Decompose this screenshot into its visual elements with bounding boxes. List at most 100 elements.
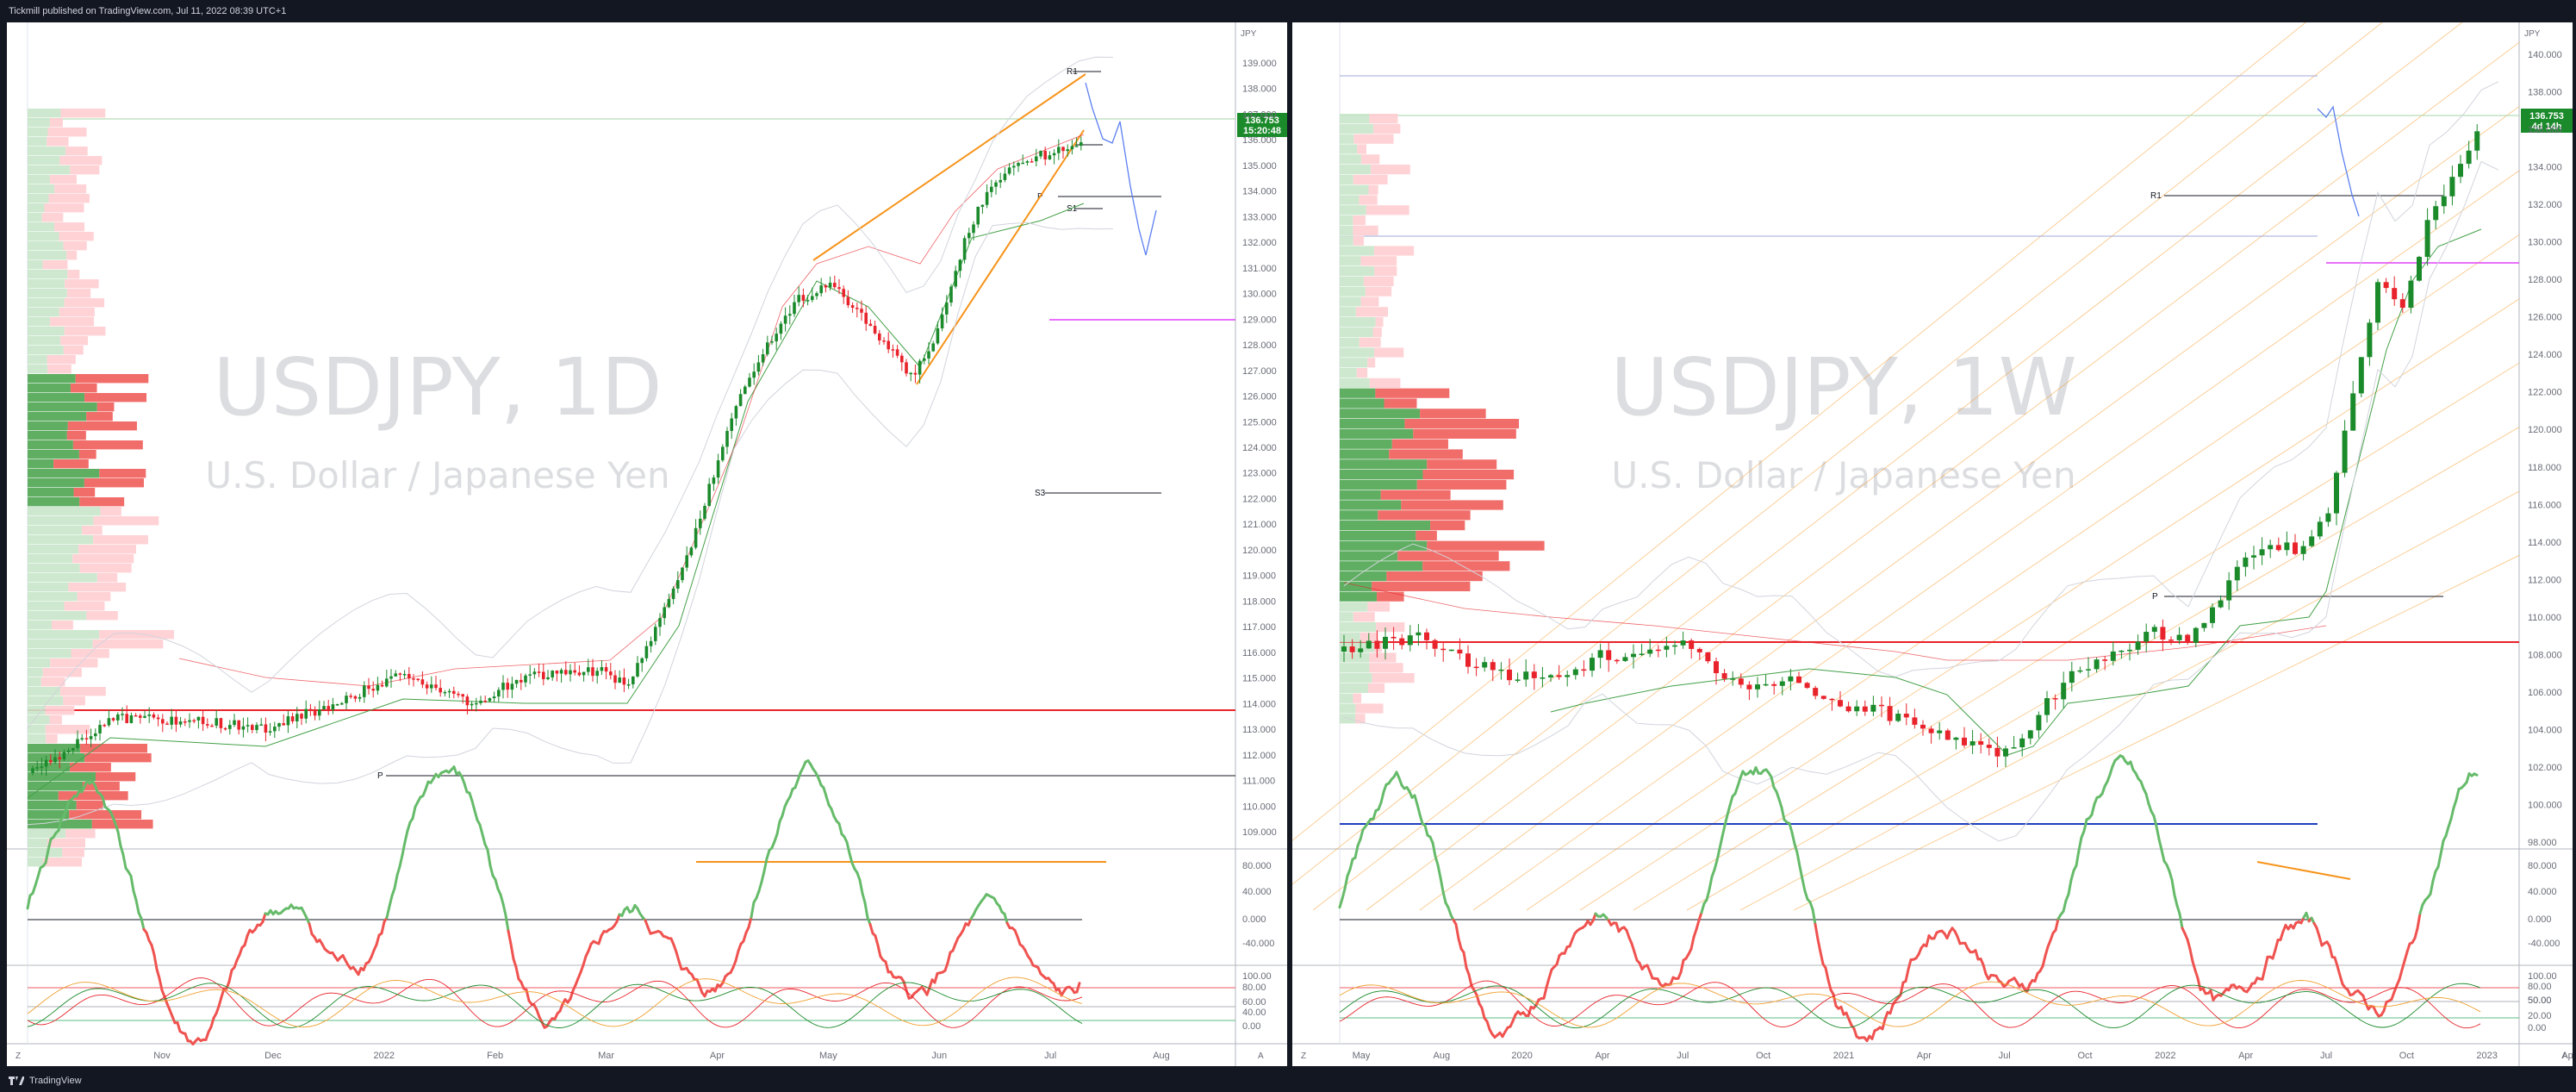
- time-axis[interactable]: May Aug 2020 Apr Jul Oct 2021 Apr Jul Oct 2022 Apr J…: [1353, 1051, 2573, 1061]
- l-candle-12: [84, 738, 89, 739]
- l-vp-up-29: [28, 384, 71, 393]
- r-candle-107: [2226, 580, 2232, 601]
- l-candle-204: [945, 303, 949, 315]
- l-candle-149: [699, 518, 702, 528]
- l-candle-177: [824, 285, 828, 288]
- l-vp-up-44: [28, 526, 83, 535]
- l-vp-up-76: [28, 829, 66, 839]
- r-osc-143: [1708, 875, 1714, 891]
- l-vp-up-30: [28, 393, 85, 402]
- l-vp-dn-38: [99, 469, 146, 478]
- l-vp-up-58: [28, 658, 51, 668]
- r-candle-10: [1424, 632, 1429, 640]
- l-candle-232: [1070, 146, 1074, 150]
- l-candle-219: [1012, 165, 1016, 168]
- r-candle-52: [1771, 683, 1777, 686]
- l-candle-35: [188, 720, 191, 722]
- l-osc-140: [388, 894, 394, 908]
- l-candle-180: [837, 287, 841, 290]
- r-candle-32: [1606, 650, 1612, 660]
- r-candle-95: [2127, 649, 2132, 652]
- r-osc-330: [2191, 959, 2197, 972]
- r-vp-dn-40: [1430, 521, 1465, 531]
- l-candle-88: [425, 684, 429, 689]
- autoscale-button[interactable]: A: [2562, 1051, 2568, 1061]
- l-candle-7: [62, 752, 66, 760]
- l-candle-126: [595, 671, 599, 677]
- l-vp-dn-76: [65, 829, 96, 839]
- r-osc-6: [1353, 844, 1360, 859]
- l-candle-10: [76, 739, 79, 748]
- r-osc-213: [1888, 1003, 1895, 1015]
- r-candle-97: [2144, 632, 2150, 642]
- r-stoch-1: [1339, 983, 2481, 1029]
- r-candle-103: [2193, 627, 2199, 643]
- r-osc-179: [1801, 877, 1807, 893]
- l-candle-43: [223, 727, 227, 730]
- l-candle-163: [761, 354, 765, 363]
- l-candle-116: [551, 671, 554, 677]
- r-vp-up-58: [1340, 703, 1356, 714]
- r-vp-up-20: [1340, 317, 1376, 328]
- r-candle-76: [1969, 741, 1976, 746]
- l-candle-197: [913, 372, 918, 375]
- l-candle-164: [766, 342, 769, 355]
- r-vp-up-37: [1340, 490, 1381, 500]
- r-vp-up-34: [1340, 459, 1428, 470]
- l-osc-318: [848, 852, 854, 864]
- r-candle-68: [1903, 714, 1909, 718]
- r-candle-73: [1944, 730, 1951, 740]
- chart-svg-weekly[interactable]: USDJPY, 1W U.S. Dollar / Japanese Yen JP…: [1292, 22, 2573, 1066]
- r-vp-up-6: [1340, 174, 1353, 184]
- l-vp-dn-60: [40, 677, 65, 687]
- l-candle-53: [268, 731, 272, 733]
- l-price-tick-7: 132.000: [1242, 238, 1277, 248]
- l-vp-dn-37: [53, 459, 89, 469]
- r-time-tick-6: 2021: [1833, 1051, 1854, 1061]
- r-vp-dn-34: [1427, 459, 1497, 470]
- r-osc-36: [1431, 841, 1437, 858]
- r-channel-6: [1526, 234, 2520, 911]
- r-candle-129: [2408, 280, 2414, 309]
- r-price-tick-21: 98.000: [2528, 838, 2557, 848]
- l-osc-78: [227, 969, 233, 983]
- r-osc-137: [1692, 927, 1698, 939]
- l-vp-up-52: [28, 602, 65, 611]
- l-candle-52: [264, 724, 268, 733]
- r-osc-48: [1462, 951, 1468, 970]
- l-candle-100: [479, 700, 482, 703]
- l-vp-up-55: [28, 630, 100, 640]
- r-vp-up-11: [1340, 225, 1353, 235]
- l-price-tick-8: 131.000: [1242, 264, 1277, 274]
- l-osc-309: [824, 795, 831, 807]
- r-candle-45: [1714, 661, 1719, 674]
- chart-panel-weekly[interactable]: USDJPY, 1W U.S. Dollar / Japanese Yen JP…: [1292, 22, 2573, 1066]
- r-candle-74: [1953, 737, 1959, 740]
- r-time-tick-10: 2022: [2155, 1051, 2175, 1061]
- l-candle-202: [936, 328, 940, 344]
- l-candle-38: [201, 716, 205, 725]
- r-vp-dn-12: [1353, 235, 1365, 246]
- price-axis[interactable]: 140.000 138.000 136.000 134.000 132.000 130.0…: [2528, 50, 2562, 1033]
- chart-svg-daily[interactable]: USDJPY, 1D U.S. Dollar / Japanese Yen JP…: [7, 22, 1287, 1066]
- r-candle-59: [1829, 698, 1835, 701]
- r-vp-dn-43: [1397, 551, 1499, 561]
- l-candle-112: [532, 671, 537, 675]
- l-vp-dn-8: [54, 184, 87, 194]
- l-vp-dn-61: [59, 687, 106, 696]
- r-osc2-tick-2: 0.00: [2528, 1023, 2546, 1033]
- r-time-tick-11: Apr: [2238, 1051, 2253, 1061]
- chart-panel-daily[interactable]: USDJPY, 1D U.S. Dollar / Japanese Yen JP…: [7, 22, 1287, 1066]
- r-time-tick-8: Jul: [1999, 1051, 2011, 1061]
- time-axis[interactable]: Nov Dec 2022 Feb Mar Apr May Jun Jul Aug: [153, 1051, 1170, 1061]
- r-candle-136: [2466, 150, 2472, 165]
- price-axis[interactable]: 139.000 138.000 137.000 136.000 135.000 134.0…: [1242, 59, 1277, 1032]
- r-vp-dn-45: [1386, 571, 1483, 582]
- autoscale-button[interactable]: A: [1258, 1051, 1264, 1061]
- l-candle-136: [640, 658, 644, 664]
- r-candle-114: [2284, 542, 2290, 551]
- r-price-tick-9: 122.000: [2528, 388, 2562, 398]
- tz-button[interactable]: Z: [1301, 1051, 1306, 1061]
- tz-button[interactable]: Z: [16, 1051, 21, 1061]
- r-candle-6: [1391, 636, 1397, 639]
